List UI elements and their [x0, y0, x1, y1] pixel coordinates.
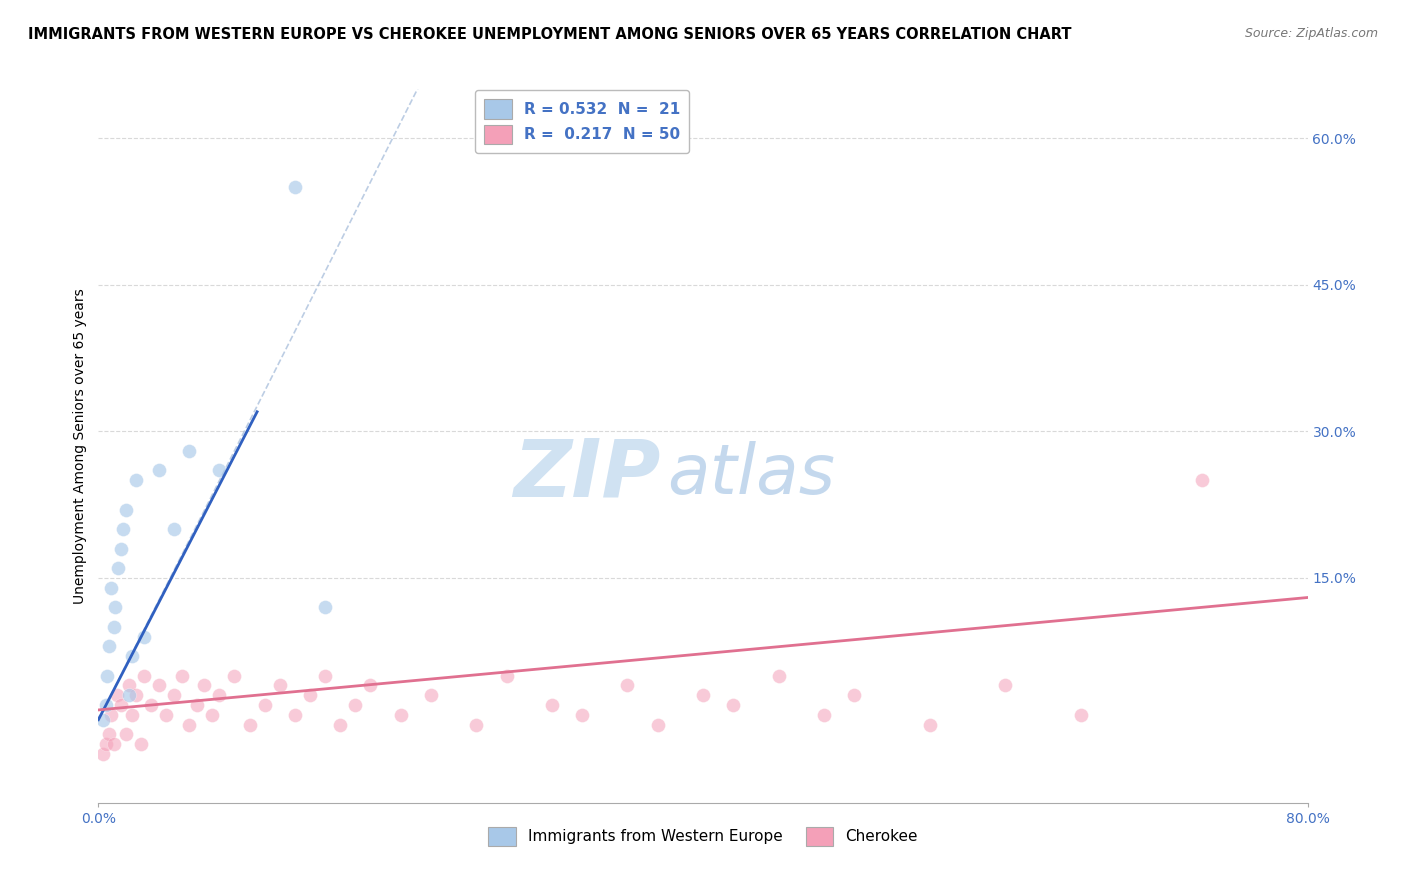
Point: [299, 688, 322, 702]
Point: [420, 688, 443, 702]
Point: [163, 522, 186, 536]
Point: [201, 707, 224, 722]
Point: [96, 669, 118, 683]
Point: [125, 473, 148, 487]
Point: [1191, 473, 1213, 487]
Text: Source: ZipAtlas.com: Source: ZipAtlas.com: [1244, 27, 1378, 40]
Point: [844, 688, 866, 702]
Point: [208, 688, 231, 702]
Point: [114, 502, 136, 516]
Point: [125, 688, 148, 702]
Point: [208, 463, 231, 477]
Point: [186, 698, 208, 712]
Point: [284, 180, 307, 194]
Point: [163, 688, 186, 702]
Point: [94, 737, 117, 751]
Point: [495, 669, 517, 683]
Point: [918, 717, 941, 731]
Point: [91, 713, 114, 727]
Point: [465, 717, 488, 731]
Point: [344, 698, 367, 712]
Point: [329, 717, 352, 731]
Point: [107, 561, 129, 575]
Point: [768, 669, 790, 683]
Point: [269, 678, 291, 692]
Point: [132, 630, 155, 644]
Point: [170, 669, 193, 683]
Point: [314, 600, 336, 615]
Point: [105, 688, 128, 702]
Point: [571, 707, 593, 722]
Y-axis label: Unemployment Among Seniors over 65 years: Unemployment Among Seniors over 65 years: [73, 288, 87, 604]
Point: [284, 707, 307, 722]
Point: [994, 678, 1017, 692]
Point: [253, 698, 276, 712]
Point: [111, 522, 134, 536]
Point: [141, 698, 163, 712]
Text: IMMIGRANTS FROM WESTERN EUROPE VS CHEROKEE UNEMPLOYMENT AMONG SENIORS OVER 65 YE: IMMIGRANTS FROM WESTERN EUROPE VS CHEROK…: [28, 27, 1071, 42]
Point: [121, 707, 143, 722]
Point: [360, 678, 382, 692]
Point: [1070, 707, 1092, 722]
Text: ZIP: ZIP: [513, 435, 661, 514]
Point: [91, 747, 114, 761]
Point: [314, 669, 336, 683]
Point: [103, 620, 125, 634]
Point: [114, 727, 136, 741]
Point: [110, 541, 132, 556]
Point: [389, 707, 412, 722]
Point: [104, 600, 127, 615]
Point: [224, 669, 246, 683]
Point: [239, 717, 262, 731]
Point: [692, 688, 714, 702]
Point: [94, 698, 117, 712]
Point: [98, 727, 121, 741]
Point: [148, 463, 170, 477]
Point: [155, 707, 177, 722]
Text: atlas: atlas: [666, 441, 835, 508]
Point: [100, 581, 122, 595]
Point: [129, 737, 152, 751]
Point: [179, 717, 201, 731]
Point: [103, 737, 125, 751]
Point: [616, 678, 638, 692]
Point: [148, 678, 170, 692]
Point: [118, 678, 141, 692]
Point: [540, 698, 562, 712]
Point: [647, 717, 669, 731]
Point: [98, 640, 121, 654]
Point: [723, 698, 745, 712]
Point: [121, 649, 143, 664]
Point: [813, 707, 835, 722]
Point: [132, 669, 155, 683]
Point: [118, 688, 141, 702]
Point: [193, 678, 215, 692]
Legend: Immigrants from Western Europe, Cherokee: Immigrants from Western Europe, Cherokee: [482, 821, 924, 852]
Point: [179, 443, 201, 458]
Point: [110, 698, 132, 712]
Point: [100, 707, 122, 722]
